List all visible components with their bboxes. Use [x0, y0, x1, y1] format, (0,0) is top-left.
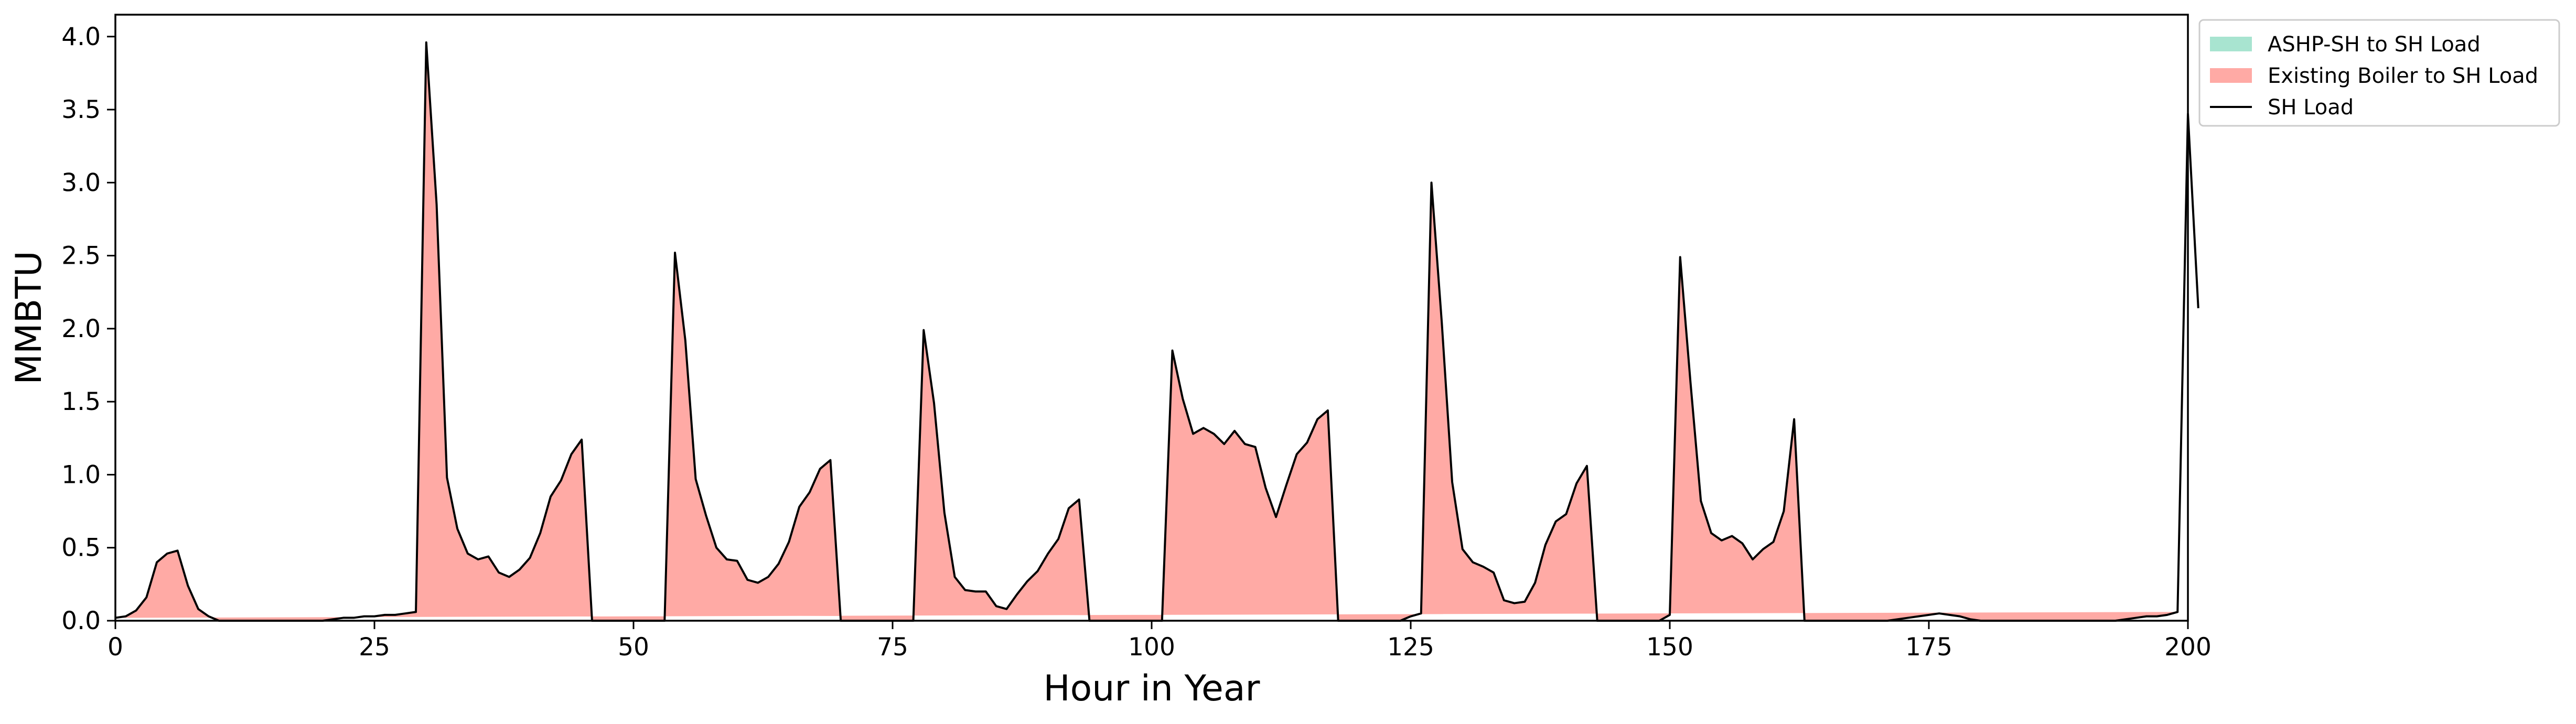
- x-tick-label: 25: [359, 633, 390, 662]
- y-tick-label: 2.0: [61, 315, 101, 343]
- x-tick-label: 75: [877, 633, 908, 662]
- legend-swatch: [2210, 68, 2252, 83]
- x-axis: 0 25 50 75 100 125 150 175 200: [108, 621, 2212, 662]
- legend-entry-label: ASHP-SH to SH Load: [2268, 33, 2481, 57]
- x-tick-label: 50: [618, 633, 649, 662]
- y-tick-label: 2.5: [61, 242, 101, 271]
- x-tick-label: 150: [1646, 633, 1693, 662]
- legend-entry-label: SH Load: [2268, 95, 2354, 120]
- x-tick-label: 0: [108, 633, 123, 662]
- legend: ASHP-SH to SH Load Existing Boiler to SH …: [2198, 19, 2560, 127]
- legend-swatch: [2210, 37, 2252, 51]
- y-tick-label: 1.5: [61, 387, 101, 416]
- x-tick-label: 125: [1387, 633, 1434, 662]
- y-tick-label: 0.0: [61, 607, 101, 635]
- y-tick-label: 4.0: [61, 23, 101, 51]
- x-axis-label: Hour in Year: [1044, 668, 1260, 709]
- y-axis: 0.0 0.5 1.0 1.5 2.0 2.5 3.0 3.5 4.0: [61, 23, 115, 635]
- y-tick-label: 3.0: [61, 168, 101, 197]
- legend-entry-label: Existing Boiler to SH Load: [2268, 64, 2538, 88]
- x-tick-label: 200: [2164, 633, 2212, 662]
- legend-frame: [2198, 19, 2560, 127]
- y-axis-label: MMBTU: [8, 251, 50, 384]
- y-tick-label: 1.0: [61, 460, 101, 489]
- x-tick-label: 175: [1905, 633, 1952, 662]
- y-tick-label: 3.5: [61, 95, 101, 124]
- y-tick-label: 0.5: [61, 534, 101, 563]
- x-tick-label: 100: [1128, 633, 1175, 662]
